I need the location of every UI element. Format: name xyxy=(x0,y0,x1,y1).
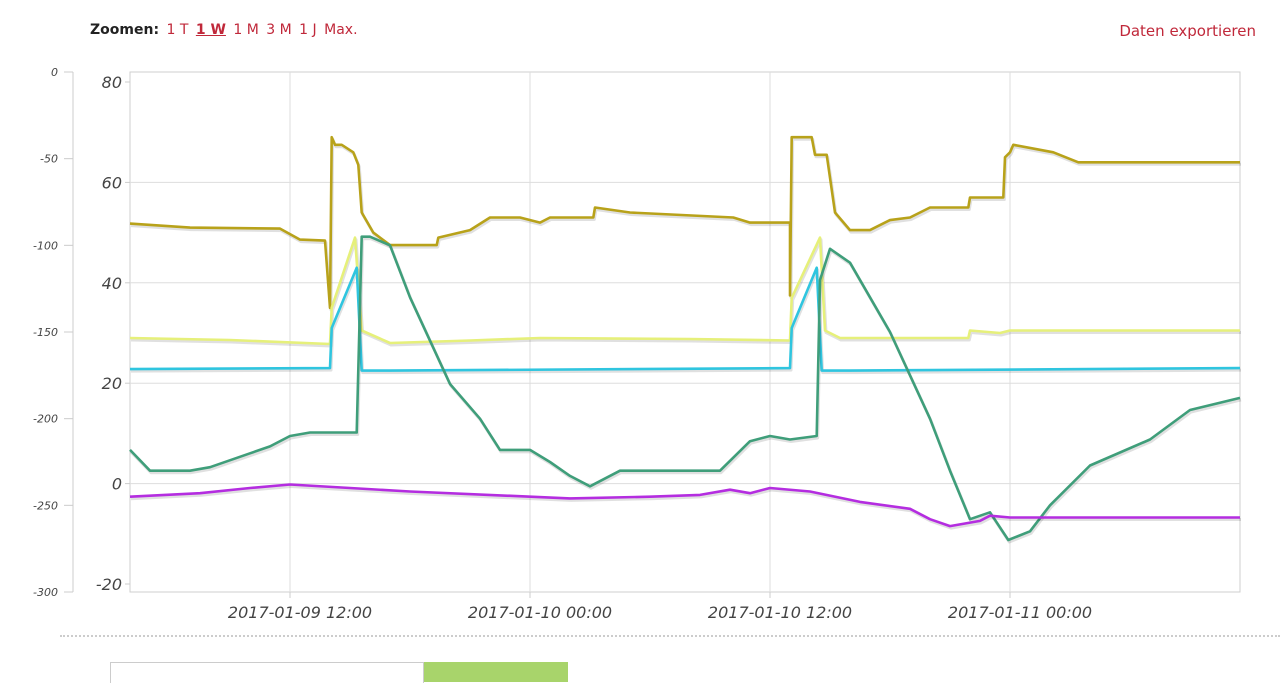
zoom-label: Zoomen: xyxy=(90,22,160,38)
zoom-bar: Zoomen: 1 T 1 W 1 M 3 M 1 J Max. xyxy=(90,22,358,38)
y2-tick-label-1: -50 xyxy=(40,153,58,166)
zoom-option-1w[interactable]: 1 W xyxy=(195,22,226,38)
y-axis-primary: 80 60 40 20 0 -20 xyxy=(96,73,130,594)
x-tick-label-1: 2017-01-10 00:00 xyxy=(468,603,612,622)
y1-tick-label-4: 0 xyxy=(112,475,122,494)
zoom-option-1j[interactable]: 1 J xyxy=(299,22,317,38)
x-tick-label-3: 2017-01-11 00:00 xyxy=(948,603,1092,622)
x-tick-label-0: 2017-01-09 12:00 xyxy=(228,603,372,622)
series-line-0 xyxy=(129,135,1240,310)
zoom-option-max[interactable]: Max. xyxy=(324,22,358,38)
series-layer xyxy=(129,135,1242,544)
series-line-3 xyxy=(129,235,1241,542)
y2-tick-label-3: -150 xyxy=(33,326,58,339)
series-line-1 xyxy=(129,236,1240,346)
y2-tick-label-4: -200 xyxy=(33,413,58,426)
y1-tick-label-1: 60 xyxy=(102,173,122,192)
zoom-option-1m[interactable]: 1 M xyxy=(233,22,259,38)
x-axis: 2017-01-09 12:00 2017-01-10 00:00 2017-01-… xyxy=(228,592,1092,622)
plot-area-frame xyxy=(129,71,1241,593)
chart-divider xyxy=(60,635,1280,637)
y2-tick-label-2: -100 xyxy=(33,239,58,252)
y1-tick-label-3: 20 xyxy=(102,374,122,393)
bottom-action-button[interactable] xyxy=(424,662,568,682)
zoom-option-1t[interactable]: 1 T xyxy=(166,22,189,38)
y1-tick-label-5: -20 xyxy=(96,575,122,594)
y2-tick-label-0: 0 xyxy=(51,66,58,79)
series-shadow-1 xyxy=(130,238,1241,348)
series-shadow-0 xyxy=(130,137,1241,312)
y2-tick-label-5: -250 xyxy=(33,499,58,512)
export-data-link[interactable]: Daten exportieren xyxy=(1119,22,1256,40)
y-axis-secondary: 0 -50 -100 -150 -200 -250 -300 xyxy=(33,66,74,599)
grid-layer xyxy=(130,72,1240,592)
y1-tick-label-2: 40 xyxy=(102,274,122,293)
y2-tick-label-6: -300 xyxy=(33,586,58,599)
zoom-option-3m[interactable]: 3 M xyxy=(266,22,292,38)
bottom-input-field[interactable] xyxy=(110,662,424,683)
x-tick-label-2: 2017-01-10 12:00 xyxy=(708,603,852,622)
series-line-4 xyxy=(129,483,1240,528)
line-chart: 0 -50 -100 -150 -200 -250 -300 80 60 40 20 0 -20 20… xyxy=(33,66,1242,622)
series-shadow-2 xyxy=(130,268,1242,375)
series-shadow-4 xyxy=(130,485,1241,530)
series-line-2 xyxy=(129,266,1241,372)
y1-tick-label-0: 80 xyxy=(102,73,122,92)
